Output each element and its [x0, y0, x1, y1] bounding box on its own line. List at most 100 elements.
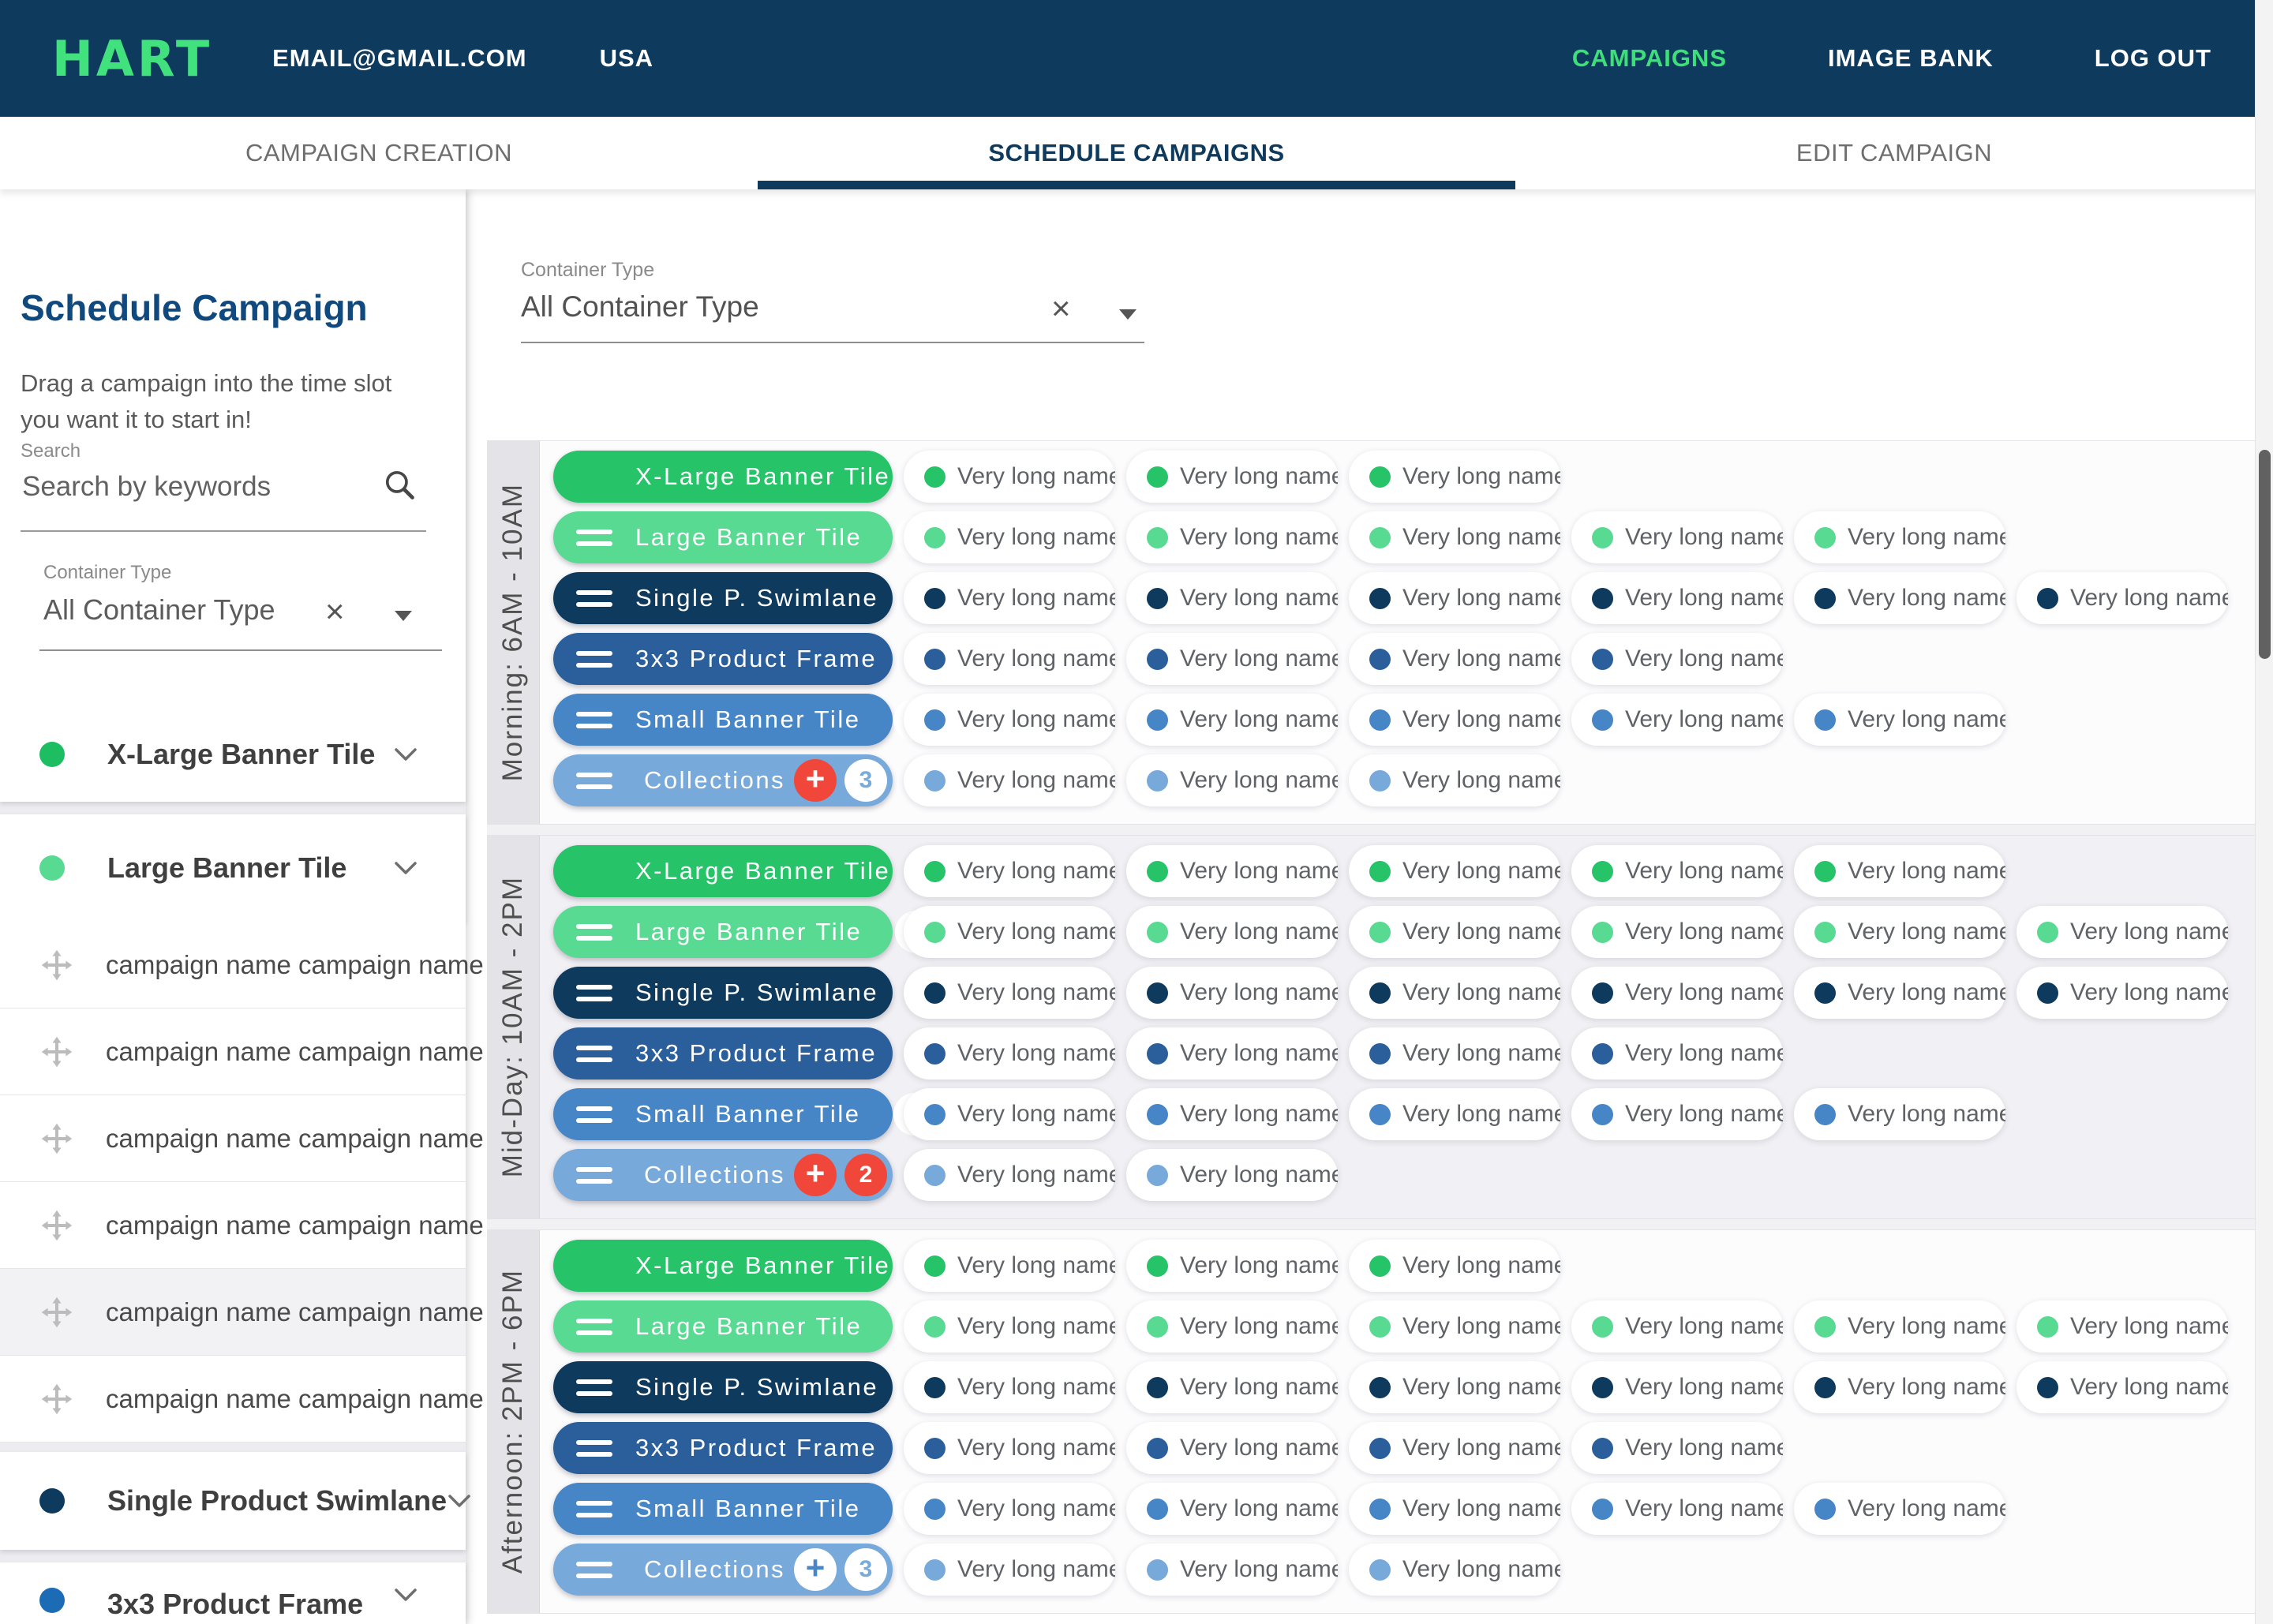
- campaign-chip[interactable]: Very long name for: [1349, 511, 1560, 563]
- campaign-chip[interactable]: Very long name for: [1126, 1149, 1338, 1201]
- container-type-pill[interactable]: Single P. Swimlane6: [553, 572, 955, 624]
- add-collection-icon[interactable]: +: [794, 759, 837, 802]
- campaign-chip[interactable]: Very long name for: [1349, 572, 1560, 624]
- container-type-pill[interactable]: 3x3 Product Frame4: [553, 1027, 953, 1080]
- campaign-list-item[interactable]: campaign name campaign name: [0, 1182, 484, 1269]
- campaign-chip[interactable]: Very long name for: [904, 633, 1115, 685]
- sidebar-container-type-select[interactable]: All Container Type: [43, 593, 275, 626]
- container-type-pill[interactable]: Single P. Swimlane6: [553, 967, 955, 1019]
- campaign-chip[interactable]: Very long name for: [904, 511, 1115, 563]
- campaign-chip[interactable]: Very long name for: [1126, 572, 1338, 624]
- container-type-pill[interactable]: 3x3 Product Frame4: [553, 633, 953, 685]
- nav-link-campaigns[interactable]: CAMPAIGNS: [1571, 44, 1727, 72]
- drag-handle-icon[interactable]: [39, 1121, 74, 1156]
- container-type-select[interactable]: All Container Type: [521, 290, 759, 323]
- container-type-pill[interactable]: Small Banner Tile5: [553, 1483, 937, 1535]
- campaign-chip[interactable]: Very long name for: [2016, 906, 2228, 958]
- campaign-chip[interactable]: Very long name for: [1126, 1544, 1338, 1596]
- campaign-list-item[interactable]: campaign name campaign name: [0, 922, 484, 1008]
- campaign-chip[interactable]: Very long name for: [904, 1483, 1115, 1535]
- campaign-chip[interactable]: Very long name for: [904, 967, 1115, 1019]
- campaign-chip[interactable]: Very long name for: [904, 1422, 1115, 1474]
- campaign-chip[interactable]: Very long name for: [1126, 451, 1338, 503]
- container-type-pill[interactable]: Small Banner Tile5: [553, 694, 937, 746]
- drag-handle-icon[interactable]: [576, 1106, 612, 1123]
- campaign-chip[interactable]: Very long name for: [1349, 694, 1560, 746]
- sidebar-group-single-swimlane[interactable]: Single Product Swimlane: [0, 1452, 470, 1550]
- campaign-chip[interactable]: Very long name for: [1794, 967, 2005, 1019]
- add-collection-icon[interactable]: +: [794, 1548, 837, 1591]
- campaign-chip[interactable]: Very long name for: [1571, 1422, 1783, 1474]
- campaign-chip[interactable]: Very long name for: [1126, 1422, 1338, 1474]
- tab-edit-campaign[interactable]: EDIT CAMPAIGN: [1796, 139, 1993, 167]
- drag-handle-icon[interactable]: [576, 711, 612, 728]
- drag-handle-icon[interactable]: [576, 650, 612, 668]
- scrollbar-thumb[interactable]: [2259, 450, 2271, 659]
- drag-handle-icon[interactable]: [576, 1379, 612, 1396]
- campaign-chip[interactable]: Very long name for: [1571, 845, 1783, 897]
- campaign-chip[interactable]: Very long name for: [1571, 694, 1783, 746]
- campaign-chip[interactable]: Very long name for: [904, 1544, 1115, 1596]
- campaign-chip[interactable]: Very long name for: [904, 906, 1115, 958]
- campaign-chip[interactable]: Very long name for: [2016, 572, 2228, 624]
- campaign-chip[interactable]: Very long name for: [1571, 1088, 1783, 1140]
- campaign-list-item[interactable]: campaign name campaign name: [0, 1269, 484, 1356]
- container-type-pill[interactable]: 3x3 Product Frame4: [553, 1422, 953, 1474]
- container-type-caret-icon[interactable]: [1119, 309, 1136, 320]
- campaign-chip[interactable]: Very long name for: [1794, 694, 2005, 746]
- campaign-chip[interactable]: Very long name for: [1794, 1300, 2005, 1353]
- container-type-clear-icon[interactable]: ×: [1051, 290, 1071, 327]
- scrollbar[interactable]: [2255, 0, 2273, 1624]
- campaign-chip[interactable]: Very long name for: [1571, 1361, 1783, 1413]
- drag-handle-icon[interactable]: [39, 1035, 74, 1069]
- campaign-chip[interactable]: Very long name for: [1349, 1088, 1560, 1140]
- campaign-list-item[interactable]: campaign name campaign name: [0, 1095, 484, 1182]
- campaign-chip[interactable]: Very long name for: [1349, 451, 1560, 503]
- campaign-chip[interactable]: Very long name for: [904, 1027, 1115, 1080]
- campaign-chip[interactable]: Very long name for: [904, 845, 1115, 897]
- campaign-chip[interactable]: Very long name for: [904, 1088, 1115, 1140]
- campaign-chip[interactable]: Very long name for: [2016, 1361, 2228, 1413]
- container-type-pill[interactable]: X-Large Banner Tile3: [553, 1240, 967, 1292]
- container-type-pill[interactable]: Collections +3: [553, 754, 893, 806]
- campaign-chip[interactable]: Very long name for: [1126, 967, 1338, 1019]
- container-type-pill[interactable]: X-Large Banner Tile5: [553, 845, 967, 897]
- campaign-list-item[interactable]: campaign name campaign name: [0, 1008, 484, 1095]
- campaign-chip[interactable]: Very long name for: [1126, 1240, 1338, 1292]
- campaign-chip[interactable]: Very long name for: [1794, 572, 2005, 624]
- campaign-chip[interactable]: Very long name for: [1794, 511, 2005, 563]
- drag-handle-icon[interactable]: [576, 1500, 612, 1517]
- drag-handle-icon[interactable]: [576, 1439, 612, 1457]
- container-type-pill[interactable]: Collections +3: [553, 1544, 893, 1596]
- campaign-chip[interactable]: Very long name for: [1126, 694, 1338, 746]
- drag-handle-icon[interactable]: [576, 1045, 612, 1062]
- campaign-chip[interactable]: Very long name for: [1349, 1422, 1560, 1474]
- campaign-chip[interactable]: Very long name for: [1349, 1361, 1560, 1413]
- campaign-chip[interactable]: Very long name for: [1349, 1027, 1560, 1080]
- drag-handle-icon[interactable]: [39, 1295, 74, 1330]
- campaign-chip[interactable]: Very long name for: [1126, 906, 1338, 958]
- chevron-down-icon[interactable]: [393, 861, 418, 876]
- sidebar-group-3x3-frame[interactable]: 3x3 Product Frame: [0, 1562, 466, 1624]
- campaign-chip[interactable]: Very long name for: [1349, 754, 1560, 806]
- sidebar-filter-caret-icon[interactable]: [395, 611, 412, 621]
- campaign-chip[interactable]: Very long name for: [2016, 967, 2228, 1019]
- campaign-chip[interactable]: Very long name for: [1349, 967, 1560, 1019]
- region-label[interactable]: USA: [599, 44, 654, 72]
- brand-logo[interactable]: HART: [52, 29, 213, 88]
- container-type-pill[interactable]: Small Banner Tile5: [553, 1088, 937, 1140]
- campaign-chip[interactable]: Very long name for: [1571, 572, 1783, 624]
- campaign-chip[interactable]: Very long name for: [1794, 1483, 2005, 1535]
- campaign-chip[interactable]: Very long name for: [904, 694, 1115, 746]
- sidebar-group-xlarge-banner[interactable]: X-Large Banner Tile: [0, 713, 466, 795]
- campaign-chip[interactable]: Very long name for: [904, 572, 1115, 624]
- campaign-chip[interactable]: Very long name for: [1571, 1300, 1783, 1353]
- campaign-chip[interactable]: Very long name for: [1794, 1361, 2005, 1413]
- campaign-list-item[interactable]: campaign name campaign name: [0, 1356, 484, 1443]
- campaign-chip[interactable]: Very long name for: [1571, 967, 1783, 1019]
- drag-handle-icon[interactable]: [576, 529, 612, 546]
- campaign-chip[interactable]: Very long name for: [1126, 633, 1338, 685]
- campaign-chip[interactable]: Very long name for: [904, 451, 1115, 503]
- drag-handle-icon[interactable]: [576, 1166, 612, 1184]
- chevron-down-icon[interactable]: [447, 1494, 472, 1509]
